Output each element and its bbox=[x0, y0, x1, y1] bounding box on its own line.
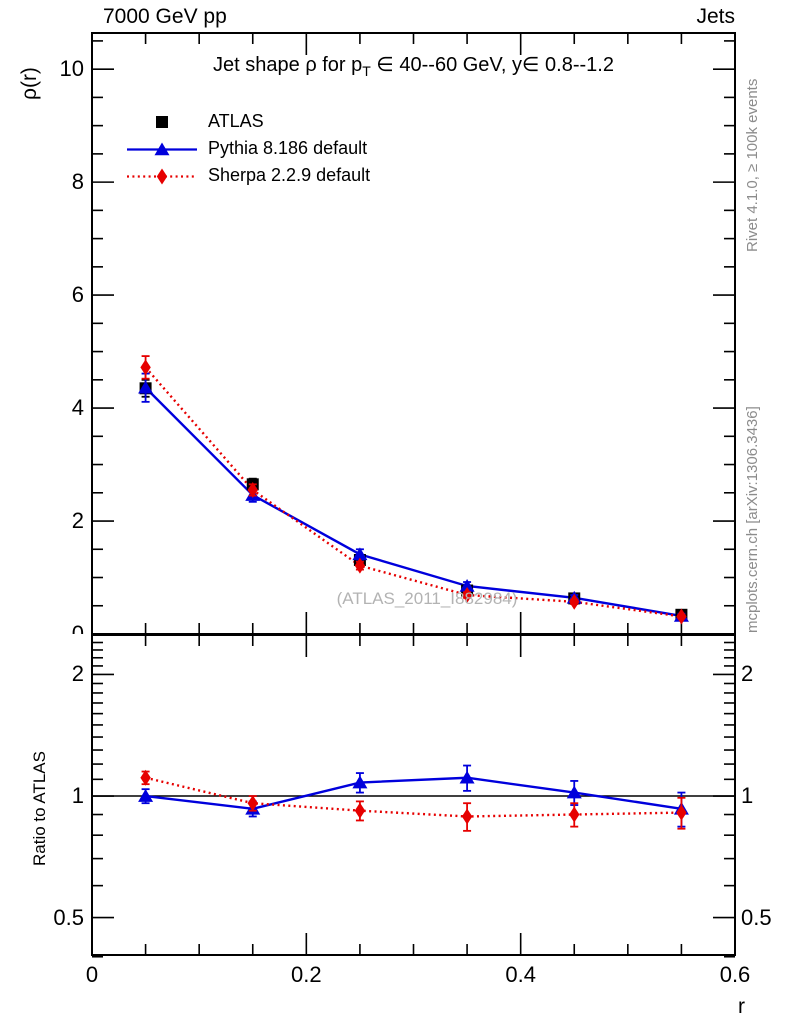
legend-marker-diamond bbox=[156, 168, 168, 185]
analysis-id-watermark: (ATLAS_2011_I882984) bbox=[336, 589, 518, 608]
ratio-y-tick-label-left: 1 bbox=[71, 783, 84, 809]
plot-title-subscript: T bbox=[362, 63, 371, 79]
ratio-y-tick-label-right: 2 bbox=[741, 661, 754, 687]
ratio-y-tick-label-left: 2 bbox=[71, 661, 84, 687]
main-y-tick-label: 10 bbox=[59, 56, 84, 82]
x-tick-label: 0.4 bbox=[505, 962, 536, 987]
x-axis-label: r bbox=[738, 995, 745, 1018]
x-tick-label: 0.6 bbox=[719, 962, 751, 987]
ratio-y-tick-label-right: 1 bbox=[741, 783, 754, 809]
ratio-y-tick-label-left: 0.5 bbox=[53, 904, 84, 930]
plot-title-rest: ∈ 40--60 GeV, y∈ 0.8--1.2 bbox=[370, 54, 614, 76]
x-tick-label: 0 bbox=[85, 962, 99, 987]
beam-energy-title: 7000 GeV pp bbox=[103, 5, 227, 28]
ratio-y-tick-label-right: 0.5 bbox=[741, 904, 772, 930]
legend-label-pythia: Pythia 8.186 default bbox=[208, 138, 368, 158]
rivet-version-note: Rivet 4.1.0, ≥ 100k events bbox=[744, 78, 761, 252]
mcplots-reference-note: mcplots.cern.ch [arXiv:1306.3436] bbox=[744, 406, 761, 633]
plot-title: Jet shape ρ for pT ∈ 40--60 GeV, y∈ 0.8-… bbox=[92, 52, 735, 79]
legend-label-sherpa: Sherpa 2.2.9 default bbox=[208, 165, 371, 185]
main-y-tick-label: 4 bbox=[71, 395, 84, 421]
legend-marker-square bbox=[156, 116, 168, 128]
process-title: Jets bbox=[696, 5, 735, 28]
main-y-tick-label: 8 bbox=[71, 169, 84, 195]
legend-marker-triangle bbox=[154, 142, 170, 156]
main-y-tick-label: 0 bbox=[71, 621, 84, 646]
plot-title-main: Jet shape ρ for p bbox=[213, 54, 363, 76]
legend-label-atlas: ATLAS bbox=[208, 111, 264, 131]
main-y-tick-label: 6 bbox=[71, 282, 84, 308]
main-y-tick-label: 2 bbox=[71, 508, 84, 534]
x-tick-label: 0.2 bbox=[291, 962, 322, 987]
